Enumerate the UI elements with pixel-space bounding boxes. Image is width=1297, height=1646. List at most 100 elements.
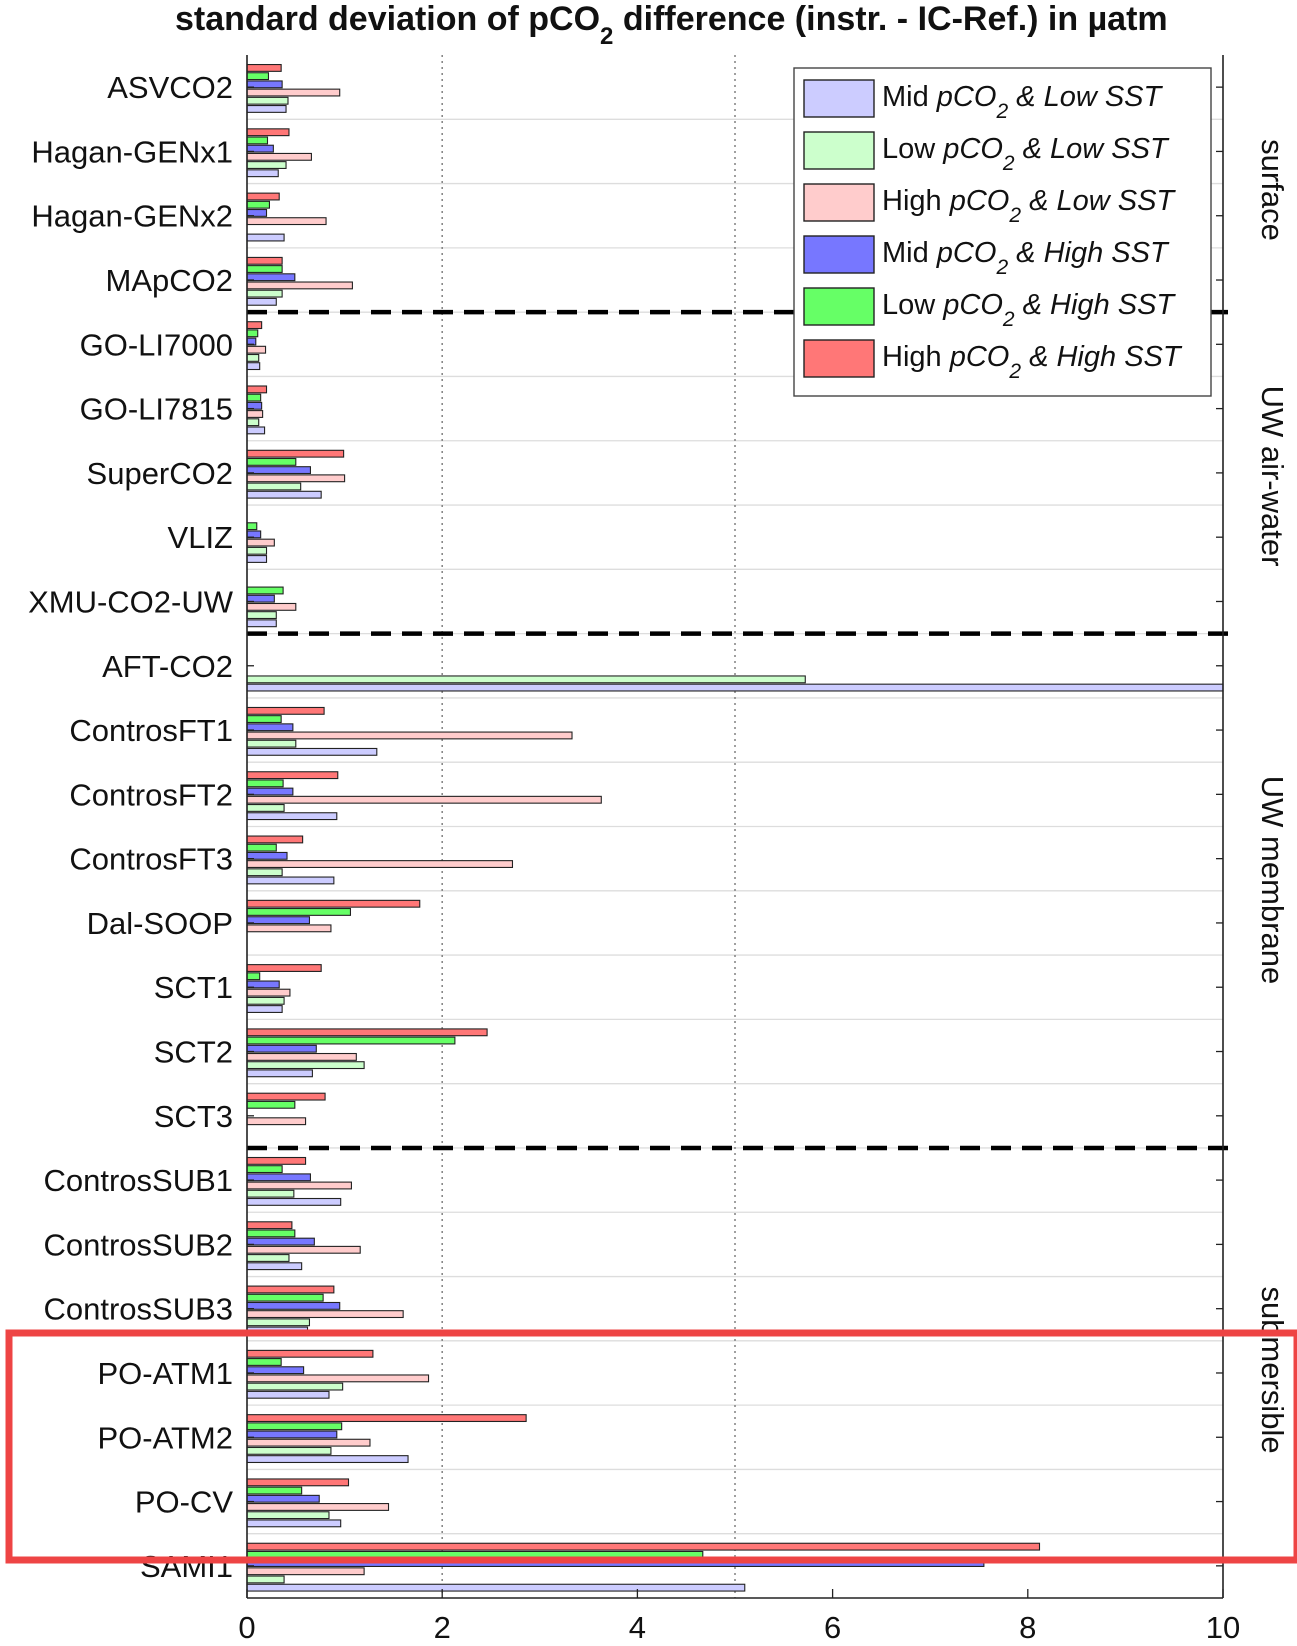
bar xyxy=(246,739,297,748)
bar xyxy=(246,602,297,611)
bar xyxy=(246,353,260,362)
group-labels: surface UW air-water UW membrane submersibl… xyxy=(1255,139,1290,1453)
legend-swatch xyxy=(803,287,875,326)
bar xyxy=(246,747,378,756)
category-label: MApCO2 xyxy=(106,263,233,298)
bar xyxy=(246,1156,307,1165)
bar xyxy=(246,860,514,868)
bar xyxy=(246,449,345,458)
bar xyxy=(246,457,297,466)
bar xyxy=(246,88,341,97)
bar xyxy=(246,771,339,780)
bar xyxy=(246,169,279,178)
highlight-box xyxy=(5,1329,1297,1564)
bar xyxy=(246,546,268,555)
bar xyxy=(246,192,280,201)
category-label: ControsSUB3 xyxy=(43,1292,233,1327)
bar xyxy=(246,964,322,972)
bar xyxy=(246,161,287,169)
category-label: GO-LI7815 xyxy=(80,392,233,427)
bar xyxy=(246,1173,311,1182)
category-label: PO-ATM1 xyxy=(98,1356,234,1391)
bar xyxy=(246,715,282,724)
legend-label: High pCO2 & Low SST xyxy=(882,185,1176,227)
bar xyxy=(246,362,261,371)
bar xyxy=(246,273,296,282)
legend-swatch xyxy=(803,183,875,222)
x-tick-label: 0 xyxy=(238,1610,255,1645)
group-label: surface xyxy=(1255,139,1290,241)
legend-swatch xyxy=(803,131,875,170)
bar xyxy=(246,1503,390,1511)
bar xyxy=(246,128,290,137)
legend-label: High pCO2 & High SST xyxy=(882,341,1183,383)
x-tick-label: 8 xyxy=(1019,1610,1036,1645)
bar xyxy=(246,1310,404,1319)
bar xyxy=(246,1117,307,1126)
bar xyxy=(246,1221,293,1230)
bar xyxy=(246,779,284,788)
category-label: ASVCO2 xyxy=(107,70,233,105)
bar xyxy=(246,1446,332,1455)
bar xyxy=(246,1583,746,1592)
category-label: GO-LI7000 xyxy=(80,327,233,362)
category-label: SCT2 xyxy=(154,1035,233,1070)
bar xyxy=(246,1575,285,1584)
bar xyxy=(246,297,277,306)
bar xyxy=(246,289,283,298)
bar xyxy=(246,1486,303,1495)
bar xyxy=(246,72,270,81)
bar xyxy=(246,1519,342,1528)
bar xyxy=(246,482,302,491)
bar xyxy=(246,1382,344,1391)
bar xyxy=(246,1567,365,1576)
category-label: ControsSUB2 xyxy=(43,1227,233,1262)
bar xyxy=(246,1511,330,1520)
grid-layer xyxy=(247,55,1223,1598)
legend-label: Low pCO2 & High SST xyxy=(882,289,1176,331)
bar xyxy=(246,916,311,925)
bar xyxy=(246,683,1224,692)
bar xyxy=(246,972,261,981)
bar xyxy=(246,321,263,330)
bars-layer xyxy=(246,63,1224,1592)
bar xyxy=(246,731,573,740)
bar xyxy=(246,1414,527,1423)
bar xyxy=(246,217,327,226)
category-label: ControsFT1 xyxy=(69,713,233,748)
category-label: SCT3 xyxy=(154,1099,233,1134)
bar xyxy=(246,1301,341,1310)
bar xyxy=(246,1293,324,1302)
group-label: submersible xyxy=(1255,1286,1290,1453)
bar xyxy=(246,1366,305,1375)
legend: Mid pCO2 & Low SST Low pCO2 & Low SST High… xyxy=(793,67,1212,397)
group-label: UW air-water xyxy=(1255,386,1290,567)
x-tick-label: 2 xyxy=(434,1610,451,1645)
bar xyxy=(246,924,332,933)
bar xyxy=(246,1229,296,1238)
bar xyxy=(246,418,260,427)
bar xyxy=(246,136,269,145)
bar xyxy=(246,233,285,242)
bar xyxy=(246,611,277,620)
bar xyxy=(246,393,262,402)
bar xyxy=(246,1478,350,1487)
bar xyxy=(246,538,275,547)
bar xyxy=(246,104,287,113)
x-tick-label: 6 xyxy=(824,1610,841,1645)
bar xyxy=(246,843,277,852)
legend-label: Low pCO2 & Low SST xyxy=(882,133,1170,175)
legend-swatch xyxy=(803,235,875,274)
category-label: SCT1 xyxy=(154,970,233,1005)
category-label: SuperCO2 xyxy=(87,456,233,491)
bar xyxy=(246,586,284,595)
bar xyxy=(246,281,353,290)
bar xyxy=(246,1349,374,1358)
bar xyxy=(246,1165,283,1174)
bar xyxy=(246,474,346,483)
bar xyxy=(246,795,602,804)
bar xyxy=(246,466,311,475)
bar xyxy=(246,1422,343,1431)
bar xyxy=(246,1430,338,1439)
bar xyxy=(246,1542,1041,1551)
